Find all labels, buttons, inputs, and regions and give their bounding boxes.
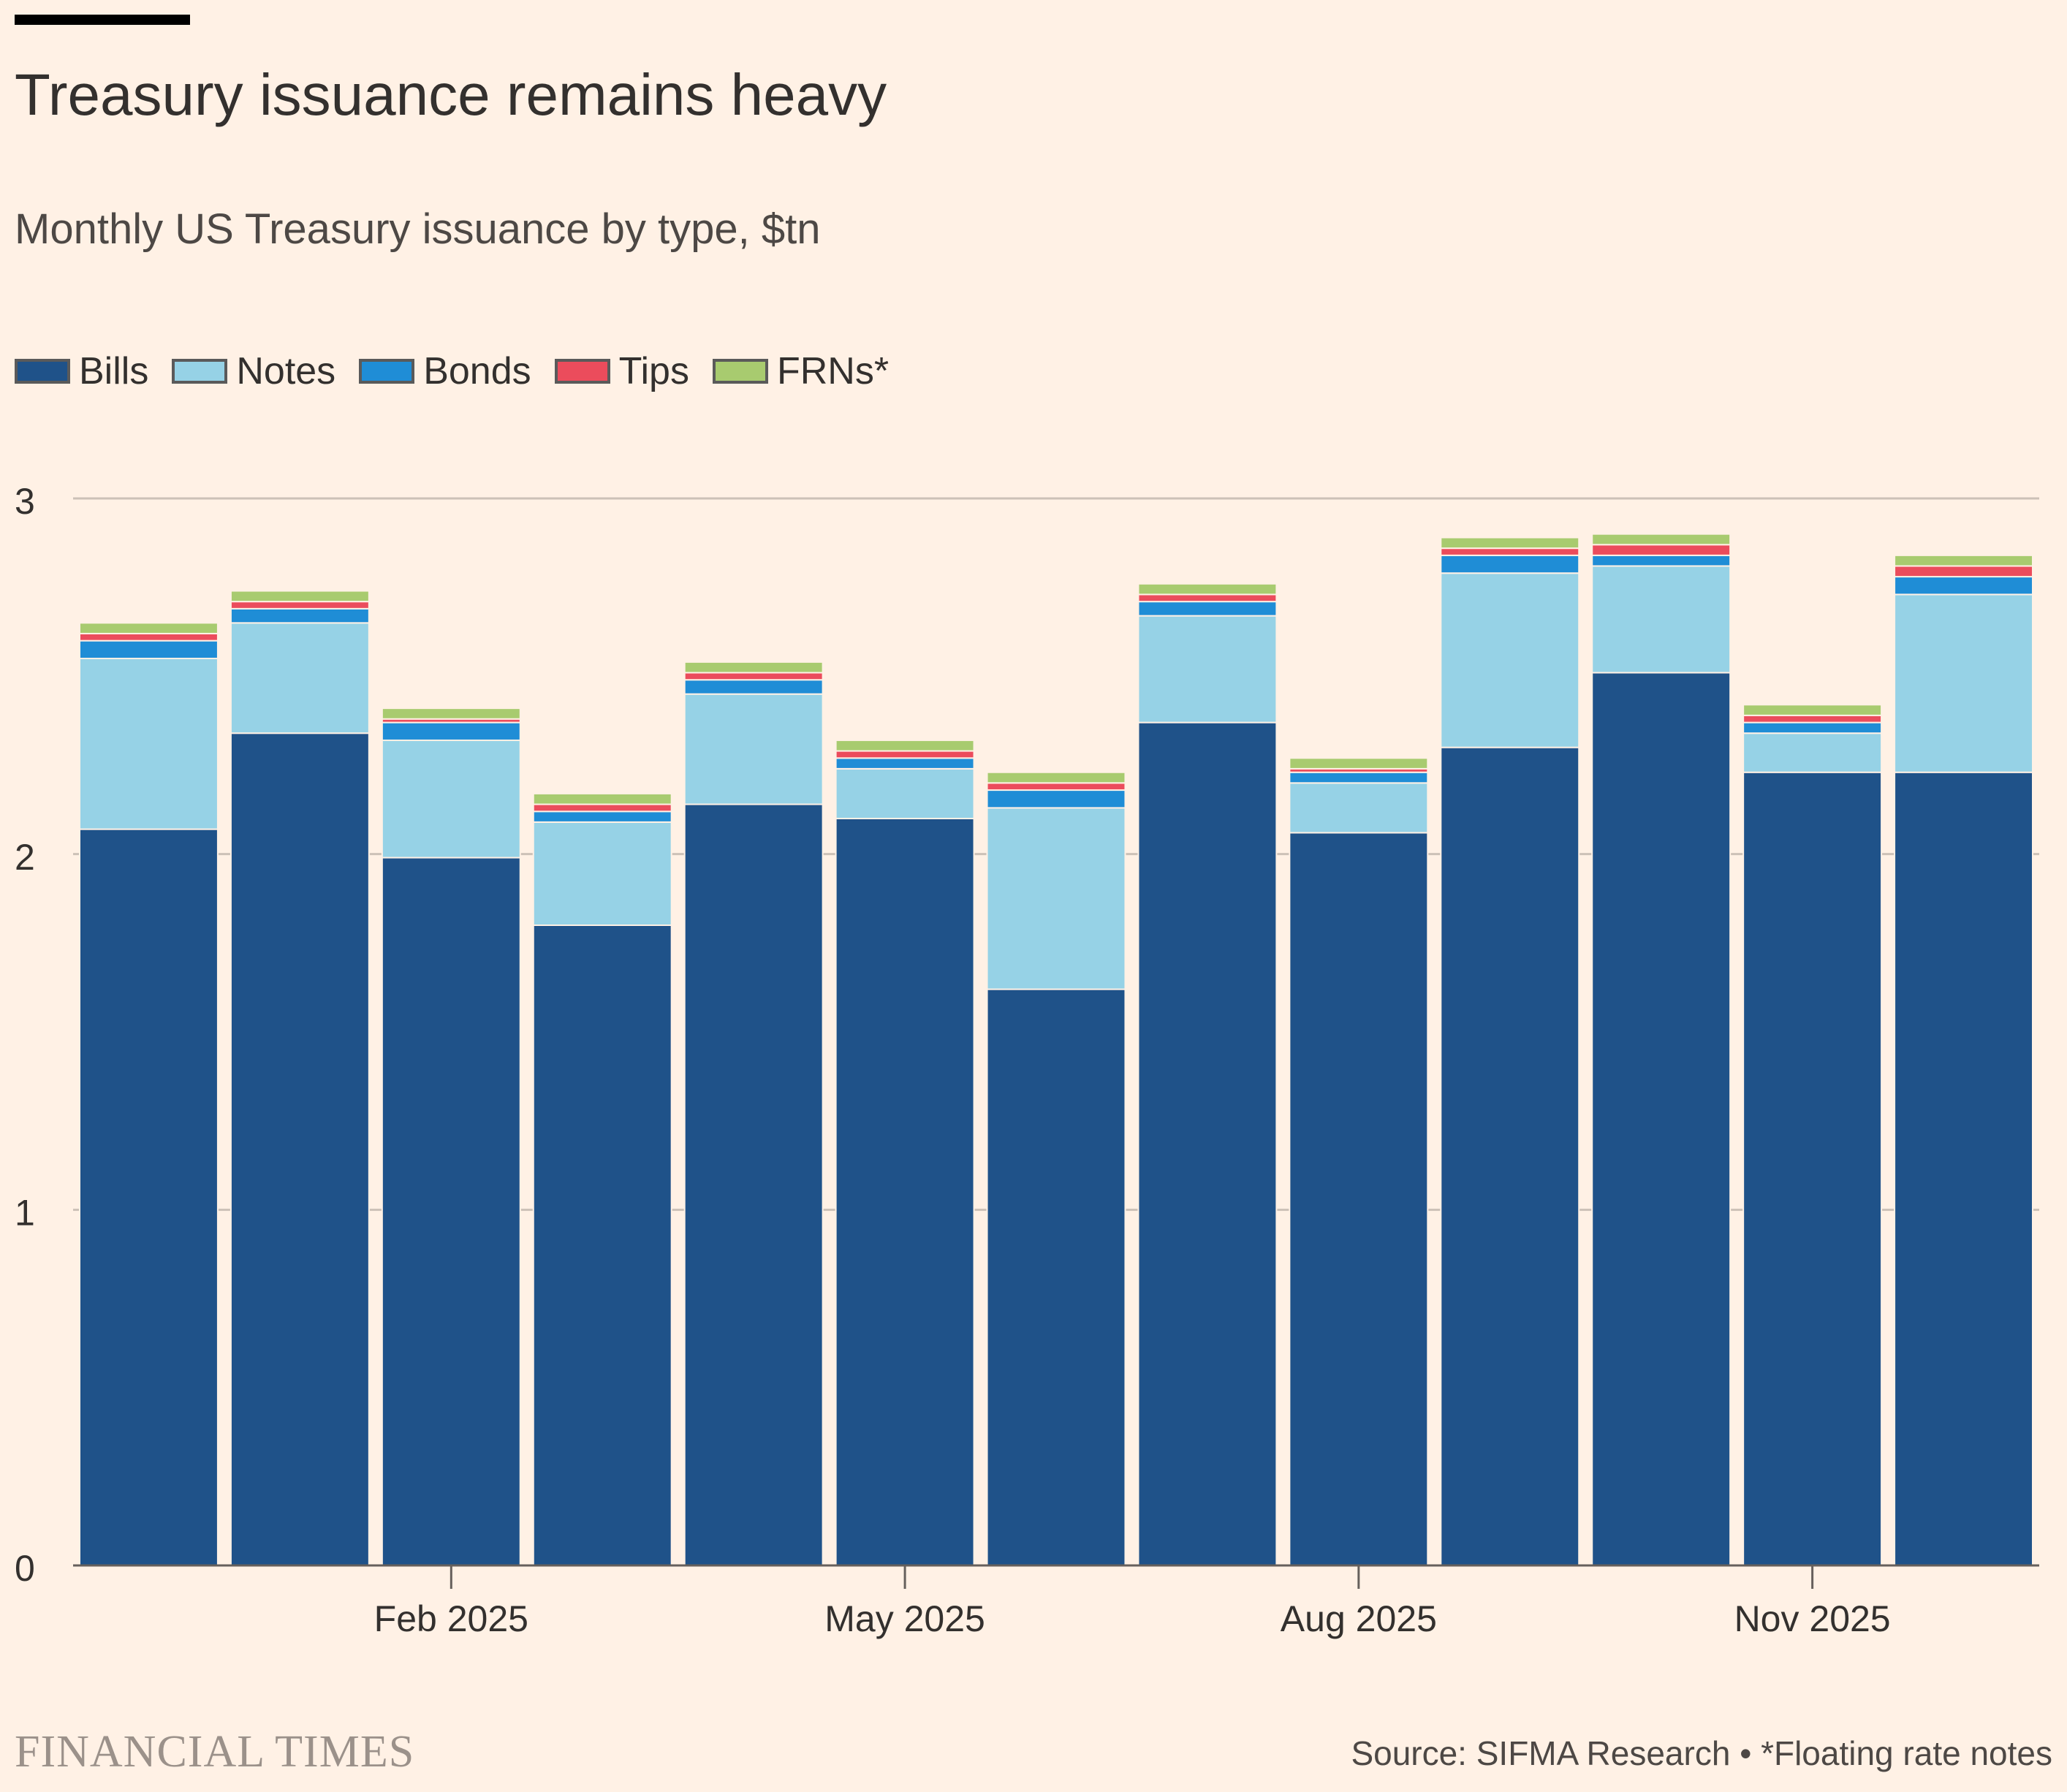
bar-tips-11: [1742, 714, 1883, 724]
bar-bills-12: [1894, 771, 2033, 1566]
bar-tips-1: [230, 601, 370, 610]
legend-swatch: [172, 359, 228, 384]
bar-frns-0: [79, 622, 219, 634]
bar-notes-6: [986, 807, 1126, 990]
legend-label: Notes: [236, 350, 336, 392]
legend-item-frns: FRNs*: [712, 349, 890, 393]
legend-item-tips: Tips: [554, 349, 689, 393]
bar-frns-4: [683, 661, 824, 674]
bar-bonds-11: [1742, 721, 1883, 734]
bar-frns-7: [1137, 582, 1278, 596]
bar-bonds-4: [683, 679, 824, 695]
bar-frns-3: [532, 792, 672, 805]
legend-label: Bills: [79, 350, 149, 392]
bar-bonds-1: [230, 607, 370, 624]
bar-bills-9: [1440, 746, 1580, 1567]
bar-notes-5: [835, 767, 975, 820]
bar-frns-2: [381, 707, 521, 720]
bar-bills-1: [230, 732, 370, 1567]
bar-tips-9: [1440, 547, 1580, 556]
bar-frns-6: [986, 771, 1126, 784]
bar-notes-0: [79, 658, 219, 830]
bar-notes-2: [381, 739, 521, 859]
bar-bills-10: [1591, 672, 1732, 1566]
bar-tips-6: [986, 782, 1126, 791]
bar-notes-1: [230, 622, 370, 734]
bar-tips-7: [1137, 593, 1278, 603]
bar-tips-0: [79, 632, 219, 642]
bars-group: [79, 533, 2033, 1567]
bar-bonds-2: [381, 721, 521, 741]
bar-bills-7: [1137, 721, 1278, 1566]
bar-bonds-0: [79, 639, 219, 660]
bar-bonds-10: [1591, 554, 1732, 567]
bar-frns-8: [1289, 757, 1429, 770]
bar-frns-10: [1591, 533, 1732, 546]
bar-bonds-5: [835, 757, 975, 770]
legend-label: Tips: [618, 350, 689, 392]
legend-swatch: [554, 359, 610, 384]
source-note: Source: SIFMA Research • *Floating rate …: [1351, 1734, 2052, 1772]
bar-notes-3: [532, 821, 672, 927]
bar-tips-4: [683, 672, 824, 681]
bar-notes-12: [1894, 593, 2033, 773]
bar-frns-1: [230, 590, 370, 603]
bar-tips-5: [835, 750, 975, 759]
legend-item-bills: Bills: [15, 349, 148, 393]
bar-bills-5: [835, 818, 975, 1566]
ft-logo: FINANCIAL TIMES: [15, 1727, 415, 1777]
x-tick-label: May 2025: [824, 1598, 985, 1639]
bar-notes-9: [1440, 572, 1580, 748]
bar-tips-12: [1894, 565, 2033, 578]
y-tick-label: 2: [15, 837, 35, 878]
bar-bills-2: [381, 857, 521, 1566]
legend-swatch: [359, 359, 415, 384]
y-tick-label: 1: [15, 1193, 35, 1234]
bar-notes-11: [1742, 732, 1883, 773]
bar-bonds-6: [986, 789, 1126, 809]
bar-bonds-3: [532, 810, 672, 823]
bar-tips-10: [1591, 544, 1732, 556]
bar-bills-0: [79, 828, 219, 1566]
bar-bills-6: [986, 988, 1126, 1566]
header-accent-bar: [15, 15, 190, 25]
chart-subtitle: Monthly US Treasury issuance by type, $t…: [15, 205, 821, 253]
legend-swatch: [712, 359, 768, 384]
bar-bills-11: [1742, 771, 1883, 1566]
bar-notes-7: [1137, 615, 1278, 724]
bar-bonds-9: [1440, 554, 1580, 574]
chart-title: Treasury issuance remains heavy: [15, 62, 887, 127]
bar-frns-12: [1894, 554, 2033, 567]
x-tick-label: Feb 2025: [374, 1598, 528, 1639]
bar-bills-4: [683, 803, 824, 1566]
bar-bonds-8: [1289, 771, 1429, 784]
bar-bills-3: [532, 925, 672, 1566]
chart-legend: Bills Notes Bonds Tips FRNs*: [15, 349, 912, 393]
x-tick-label: Nov 2025: [1734, 1598, 1891, 1639]
bar-bonds-12: [1894, 576, 2033, 596]
legend-item-notes: Notes: [172, 349, 335, 393]
x-tick-label: Aug 2025: [1281, 1598, 1437, 1639]
y-tick-label: 3: [15, 481, 35, 522]
y-tick-label: 0: [15, 1548, 35, 1589]
bar-tips-3: [532, 803, 672, 813]
bar-notes-4: [683, 693, 824, 805]
bar-bills-8: [1289, 832, 1429, 1566]
bar-frns-9: [1440, 536, 1580, 550]
legend-label: Bonds: [423, 350, 531, 392]
bar-notes-8: [1289, 782, 1429, 834]
legend-label: FRNs*: [776, 350, 890, 392]
legend-swatch: [15, 359, 70, 384]
bar-frns-11: [1742, 704, 1883, 716]
bar-notes-10: [1591, 565, 1732, 674]
bar-frns-5: [835, 739, 975, 752]
legend-item-bonds: Bonds: [359, 349, 531, 393]
bar-bonds-7: [1137, 601, 1278, 617]
